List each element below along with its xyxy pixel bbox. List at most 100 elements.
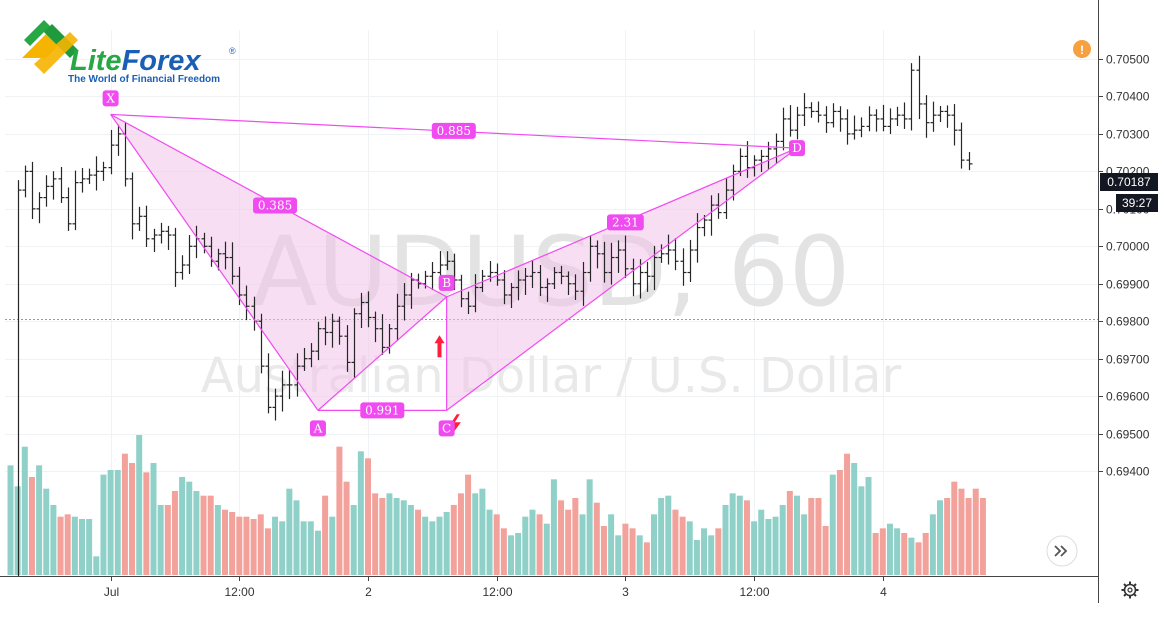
volume-bar: [758, 509, 765, 575]
price-bar: [86, 168, 93, 184]
price-bar: [758, 149, 765, 173]
price-bar: [694, 213, 701, 263]
price-bar: [880, 104, 887, 132]
price-bar: [501, 270, 508, 305]
price-bar: [529, 259, 536, 288]
volume-bar: [121, 453, 128, 575]
volume-bar: [565, 509, 572, 575]
time-tick-label: 12:00: [482, 585, 512, 599]
volume-bar: [822, 526, 829, 575]
price-bar: [329, 313, 336, 348]
price-scale[interactable]: 0.705000.704000.703000.702000.701000.700…: [1098, 53, 1150, 479]
volume-bar: [43, 488, 50, 575]
volume-bar: [937, 500, 943, 575]
volume-bar: [272, 516, 279, 575]
ratio-label: 0.385: [258, 198, 292, 212]
price-bar: [908, 63, 915, 131]
volume-bar: [736, 495, 743, 575]
volume-bar: [643, 542, 650, 575]
price-bar: [551, 267, 558, 290]
volume-bar: [743, 500, 750, 575]
price-bar: [136, 206, 143, 231]
volume-bar: [693, 540, 700, 575]
volume-bar: [114, 470, 121, 575]
ratio-label: 0.885: [437, 124, 471, 138]
price-bar: [608, 242, 615, 285]
volume-bar: [243, 516, 250, 575]
price-bar: [379, 314, 386, 355]
price-bar: [601, 241, 608, 283]
volume-bar: [486, 509, 493, 575]
time-scale[interactable]: Jul 12:00 2 12:00 3 12:00 4: [104, 576, 887, 599]
arrow-up-icon: [434, 335, 445, 358]
volume-bar: [443, 512, 450, 575]
ratio-label: 2.31: [612, 215, 639, 229]
price-bar: [279, 370, 286, 412]
volume-bar: [872, 533, 879, 575]
volume-bar: [829, 474, 836, 575]
scroll-to-realtime-button[interactable]: [1046, 535, 1078, 567]
volume-bar: [572, 498, 579, 575]
volume-bar: [229, 512, 236, 575]
price-bar: [923, 95, 930, 138]
volume-bar: [21, 446, 28, 575]
price-tick-label: 0.70400: [1106, 90, 1150, 104]
leg-xa: [110, 114, 319, 411]
volume-bar: [200, 495, 207, 575]
volume-bar: [71, 516, 78, 575]
point-badge: [438, 274, 455, 291]
price-bar: [17, 180, 22, 576]
alert-glyph: !: [1080, 43, 1084, 57]
lightning-icon: [448, 414, 461, 437]
ratio-0.991: 0.991: [360, 402, 405, 419]
price-bar: [186, 235, 193, 275]
volume-bar: [629, 528, 636, 575]
gear-icon[interactable]: [1121, 581, 1139, 599]
logo-registered: ®: [229, 46, 236, 56]
price-bar: [129, 172, 136, 240]
price-bar: [794, 106, 801, 140]
price-tick-label: 0.69500: [1106, 428, 1150, 442]
volume-bar: [686, 521, 693, 575]
price-bar: [172, 227, 179, 287]
current-price-value: 0.70187: [1107, 175, 1151, 189]
volume-bar: [143, 472, 150, 575]
volume-bar: [708, 535, 715, 575]
price-bar: [665, 234, 672, 265]
volume-bar: [801, 514, 808, 575]
price-bar: [294, 353, 301, 397]
volume-bar: [357, 451, 364, 575]
price-bar: [444, 251, 451, 271]
price-bar: [515, 270, 522, 301]
price-bar: [401, 283, 408, 321]
volume-bar: [851, 463, 858, 575]
chevron-double-right-icon: [1054, 545, 1068, 557]
volume-bar: [393, 498, 400, 575]
volume-bar: [379, 498, 386, 575]
price-bar: [222, 241, 229, 270]
price-bar: [687, 239, 694, 283]
price-bar: [365, 291, 372, 328]
price-bar: [43, 175, 50, 207]
price-bar: [773, 133, 780, 164]
price-bar: [336, 316, 343, 345]
point-badge: [102, 90, 119, 107]
price-bar: [301, 347, 308, 371]
price-bar: [72, 170, 79, 231]
price-bar: [179, 255, 186, 280]
price-bar: [344, 325, 351, 372]
alert-icon[interactable]: !: [1073, 40, 1091, 58]
ratio-badge: [253, 197, 298, 214]
price-bar: [866, 106, 873, 132]
price-bar: [780, 107, 787, 151]
triangle-xab: [110, 114, 447, 411]
volume-bar: [794, 495, 800, 575]
volume-bar: [815, 498, 822, 575]
price-bar: [723, 177, 730, 219]
volume-bar: [722, 505, 729, 575]
volume-bar: [64, 514, 71, 575]
leg-cd: [446, 147, 798, 411]
price-bar: [823, 106, 830, 133]
liteforex-logo: LiteForex ® The World of Financial Freed…: [22, 20, 236, 85]
